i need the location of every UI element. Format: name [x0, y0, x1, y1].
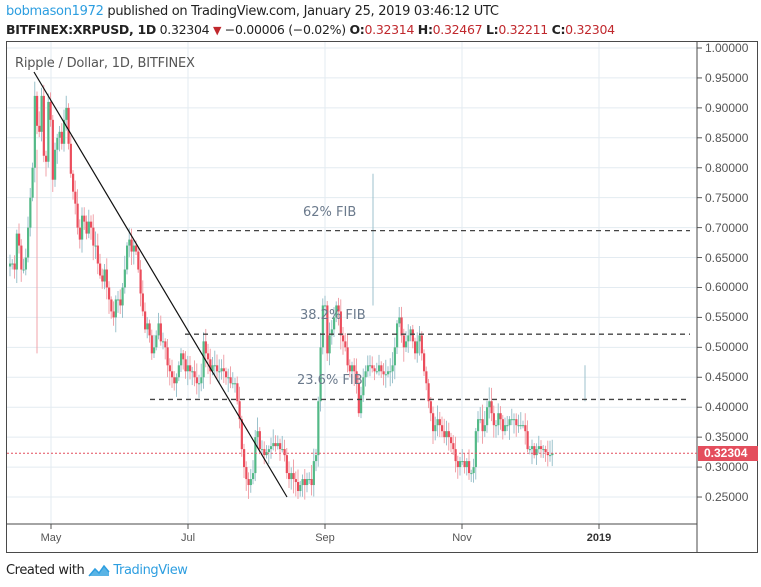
symbol-label: BITFINEX:XRPUSD, 1D [6, 22, 156, 37]
low-label: L: [485, 22, 499, 37]
price-change: −0.00006 (−0.02%) [224, 22, 346, 37]
price-tick: 0.25000 [705, 490, 749, 505]
time-tick: Sep [315, 532, 335, 544]
price-tick: 0.40000 [705, 400, 749, 415]
price-tick: 0.95000 [705, 70, 749, 85]
fib-label: 62% FIB [303, 204, 357, 220]
published-text: published on TradingView.com, January 25… [103, 4, 499, 19]
time-tick: Nov [452, 532, 472, 544]
time-tick: 2019 [586, 532, 612, 544]
publish-info: bobmason1972 published on TradingView.co… [6, 4, 499, 19]
price-tick: 0.30000 [705, 460, 749, 475]
close-value: 0.32304 [565, 22, 615, 37]
tradingview-link[interactable]: TradingView [113, 563, 188, 578]
price-tick: 0.60000 [705, 280, 749, 295]
price-tick: 0.55000 [705, 310, 749, 325]
last-price-badge: 0.32304 [698, 446, 758, 461]
price-tick: 0.75000 [705, 190, 749, 205]
price-tick: 0.80000 [705, 160, 749, 175]
price-tick: 0.90000 [705, 100, 749, 115]
high-label: H: [417, 22, 433, 37]
price-tick: 0.70000 [705, 220, 749, 235]
high-value: 0.32467 [432, 22, 483, 37]
price-tick: 0.35000 [705, 430, 749, 445]
time-tick: May [40, 532, 62, 544]
low-value: 0.32211 [498, 22, 548, 37]
price-tick: 0.85000 [705, 130, 749, 145]
open-value: 0.32314 [364, 22, 415, 37]
price-tick: 0.50000 [705, 340, 749, 355]
last-price: 0.32304 [159, 22, 210, 37]
ohlc-legend: BITFINEX:XRPUSD, 1D 0.32304 ▼ −0.00006 (… [6, 22, 615, 37]
created-with-text: Created with [6, 563, 85, 578]
price-tick: 1.00000 [705, 41, 749, 55]
price-tick: 0.45000 [705, 370, 749, 385]
fib-label: 23.6% FIB [297, 373, 363, 389]
chart-title: Ripple / Dollar, 1D, BITFINEX [15, 56, 195, 71]
fib-label: 38.2% FIB [300, 308, 366, 324]
close-label: C: [551, 22, 566, 37]
time-tick: Jul [180, 532, 196, 544]
author-link[interactable]: bobmason1972 [6, 4, 104, 19]
price-tick: 0.65000 [705, 250, 749, 265]
tradingview-logo-icon [88, 564, 110, 577]
down-triangle-icon: ▼ [212, 24, 222, 37]
footer: Created with TradingView [6, 563, 188, 578]
open-label: O: [349, 22, 365, 37]
chart-frame [6, 41, 758, 553]
